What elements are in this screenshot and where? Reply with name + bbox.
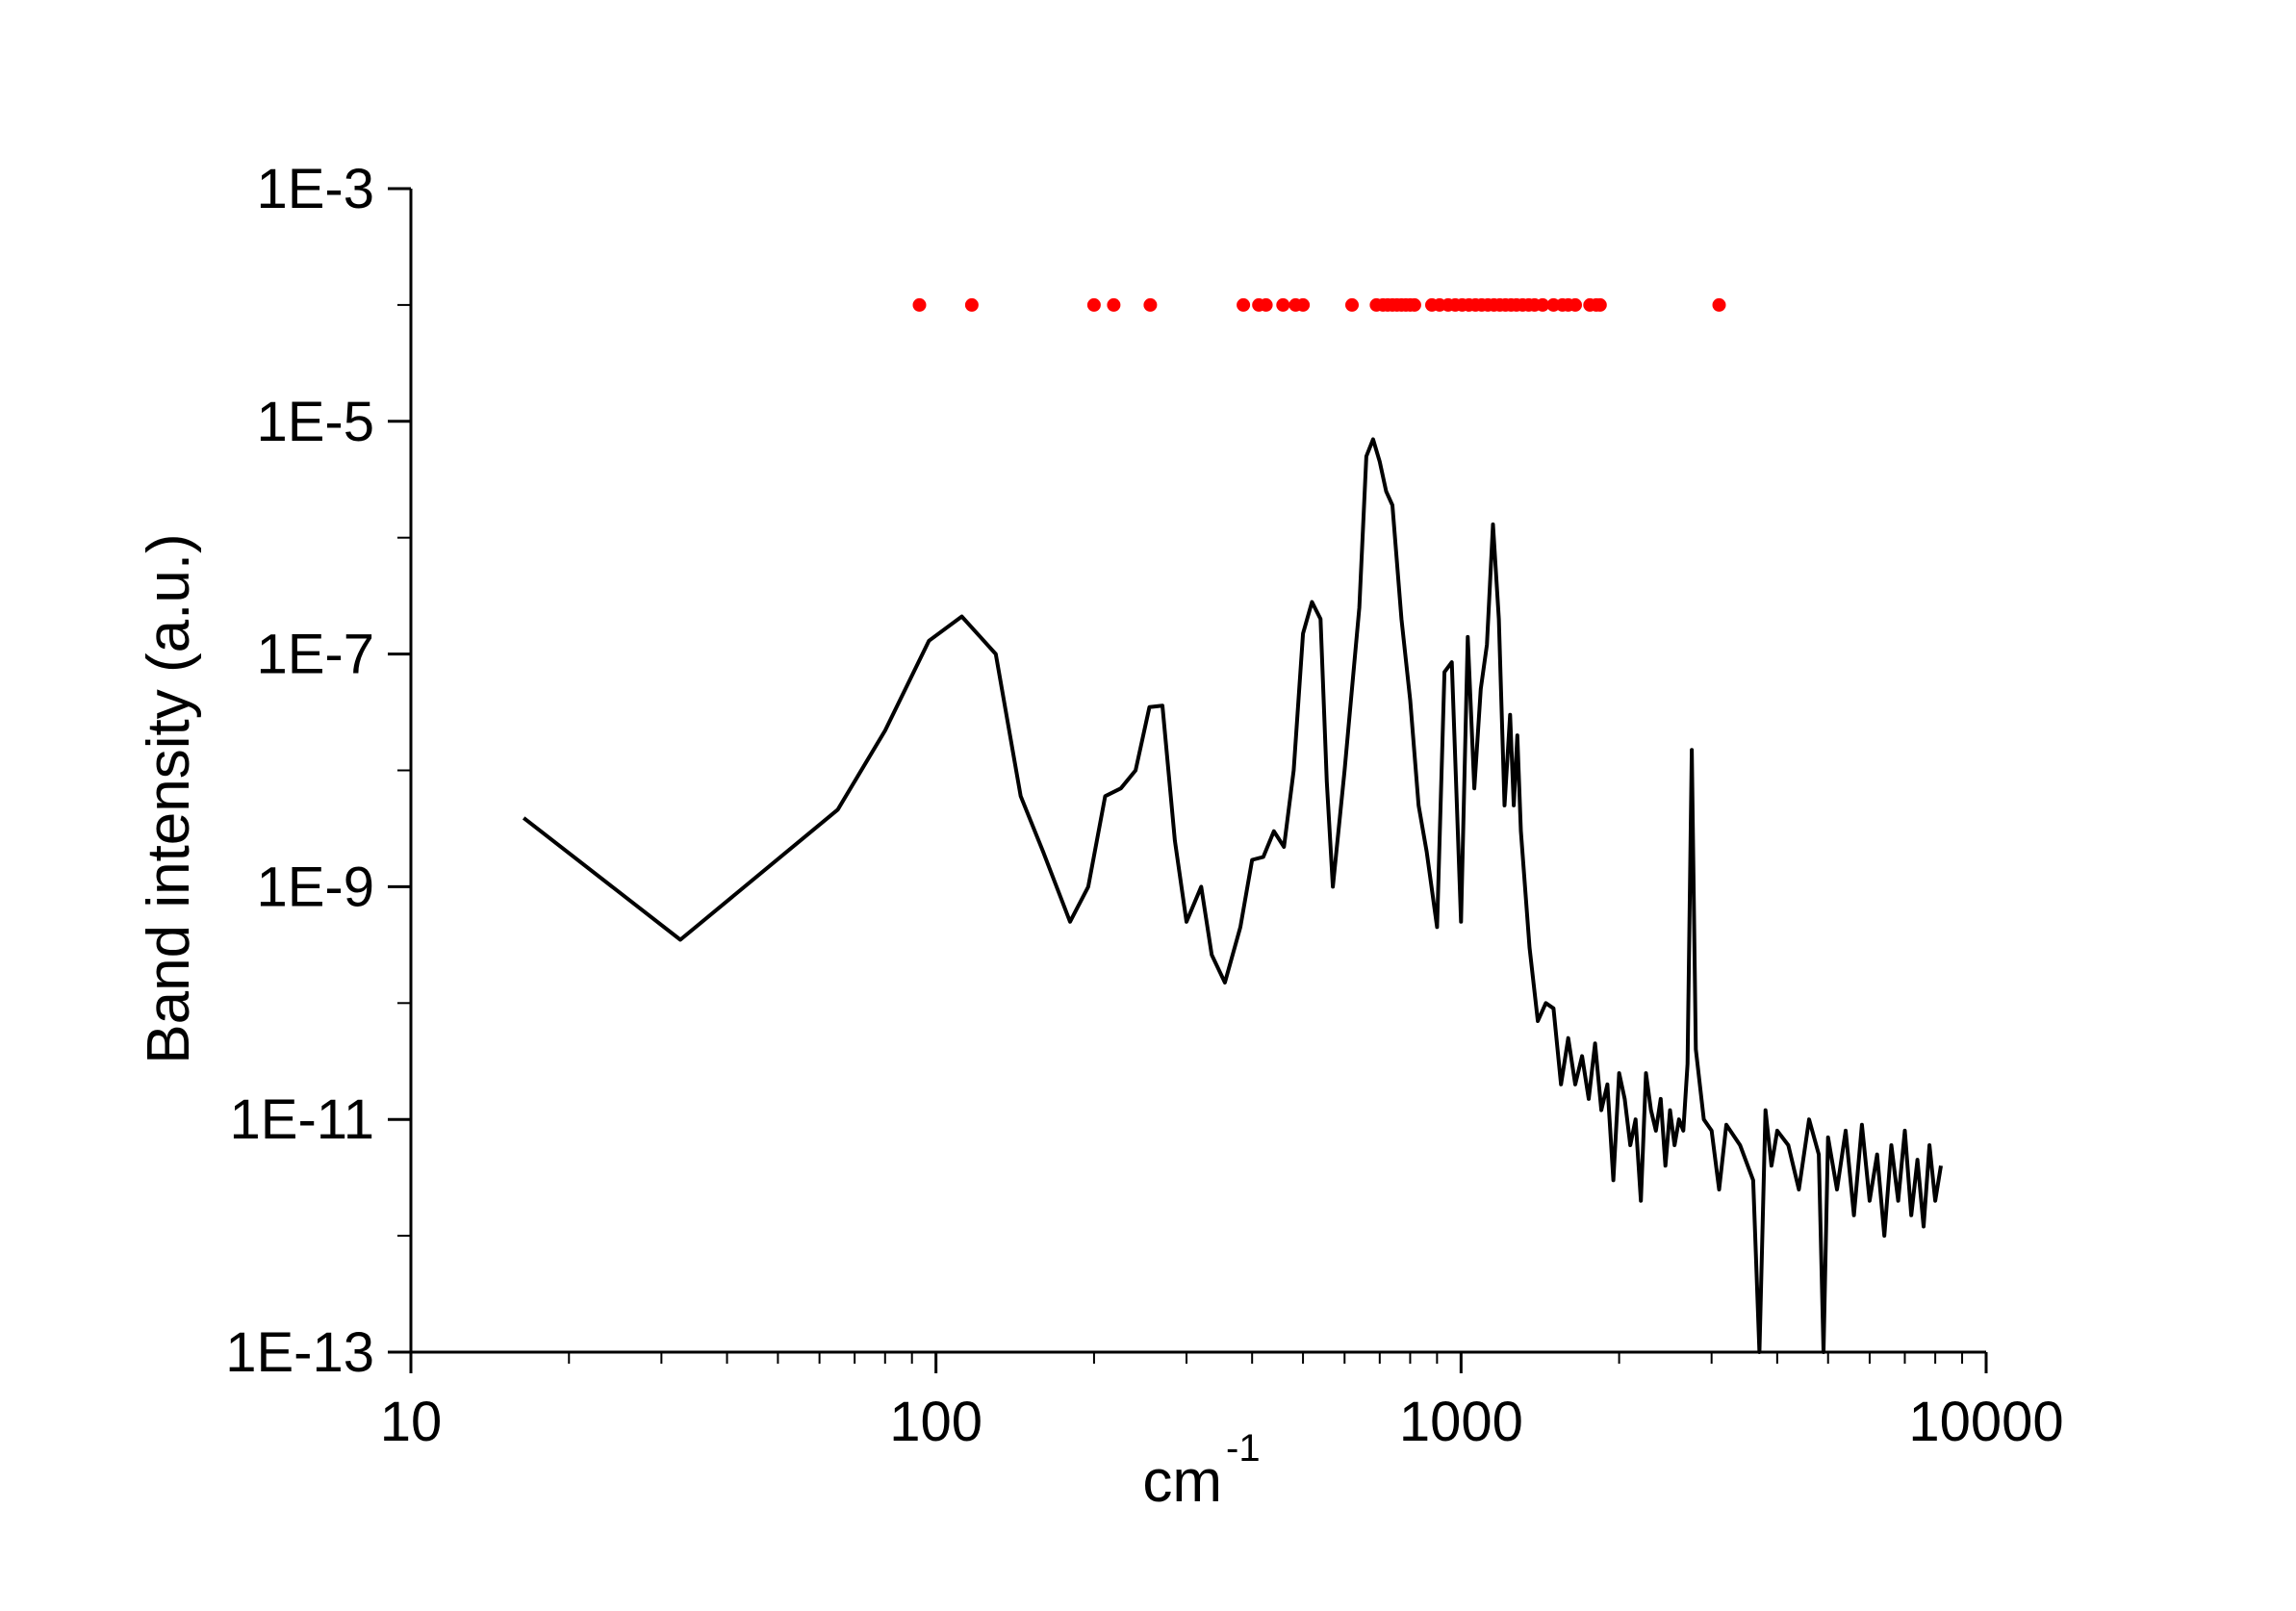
y-tick-label: 1E-9 bbox=[256, 856, 374, 918]
axes bbox=[409, 189, 1986, 1354]
y-axis-title: Band intensity (a.u.) bbox=[136, 533, 202, 1063]
x-tick-label: 10 bbox=[380, 1391, 443, 1453]
x-axis-title-superscript: -1 bbox=[1226, 1427, 1261, 1470]
x-axis-title: cm bbox=[1142, 1448, 1222, 1515]
scatter-point bbox=[1345, 297, 1359, 312]
y-axis-ticks: 1E-3 1E-5 1E-7 1E-9 1E-11 1E-13 bbox=[225, 158, 411, 1384]
scatter-point bbox=[1107, 297, 1121, 312]
y-tick-label: 1E-5 bbox=[256, 391, 374, 453]
plot-area bbox=[522, 297, 1943, 1354]
scatter-point bbox=[1259, 297, 1273, 312]
scatter-point bbox=[1237, 297, 1251, 312]
x-tick-label: 1000 bbox=[1399, 1391, 1523, 1453]
scatter-point bbox=[912, 297, 927, 312]
x-tick-label: 100 bbox=[889, 1391, 982, 1453]
scatter-point bbox=[1407, 297, 1421, 312]
scatter-point bbox=[1712, 297, 1726, 312]
scatter-point bbox=[1569, 297, 1582, 312]
scatter-point bbox=[964, 297, 979, 312]
scatter-point bbox=[1086, 297, 1101, 312]
y-tick-label: 1E-3 bbox=[256, 158, 374, 220]
scatter-point bbox=[1536, 297, 1550, 312]
scatter-point bbox=[1296, 297, 1311, 312]
spectrum-line bbox=[522, 437, 1943, 1354]
y-tick-label: 1E-11 bbox=[230, 1088, 374, 1151]
x-axis-ticks: 10 100 1000 10000 bbox=[380, 1352, 2064, 1453]
y-tick-label: 1E-7 bbox=[256, 624, 374, 686]
scatter-point bbox=[1143, 297, 1158, 312]
scatter-point bbox=[1276, 297, 1290, 312]
y-tick-label: 1E-13 bbox=[225, 1321, 374, 1384]
x-tick-label: 10000 bbox=[1908, 1391, 2063, 1453]
scatter-point bbox=[1593, 297, 1607, 312]
